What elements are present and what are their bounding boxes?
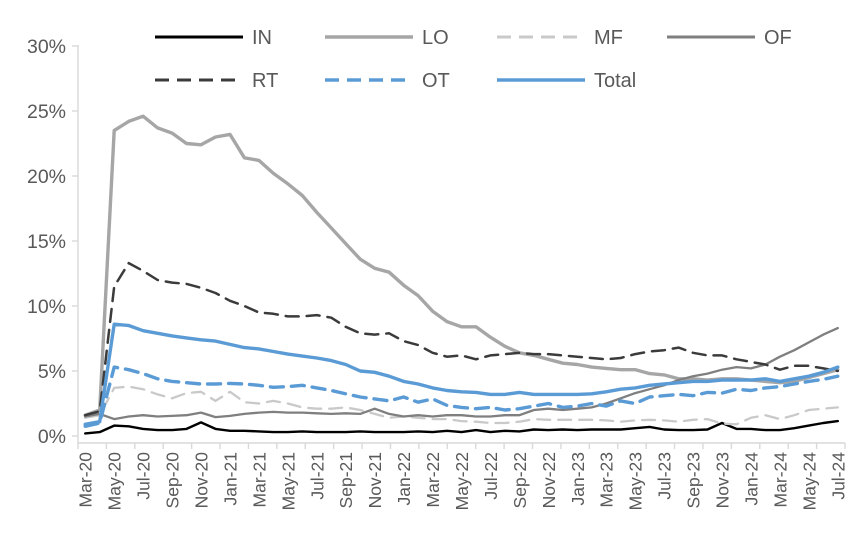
x-tick-label: Jan-21: [220, 452, 240, 506]
x-tick-label: Sep-22: [510, 452, 530, 508]
y-tick-label: 10%: [27, 296, 66, 318]
legend-label: IN: [252, 27, 272, 49]
x-tick-label: Jul-21: [307, 452, 327, 500]
x-tick-label: May-21: [278, 452, 298, 510]
x-tick-label: Nov-22: [539, 452, 559, 508]
legend-label: RT: [252, 70, 278, 92]
x-tick-label: Nov-20: [192, 452, 212, 509]
x-axis-labels: Mar-20 May-20 Jul-20 Sep-20 Nov-20 Jan-21 Mar-…: [76, 452, 849, 511]
legend-label: LO: [422, 27, 449, 49]
x-tick-label: Mar-23: [597, 452, 617, 507]
x-tick-label: Jan-22: [394, 452, 414, 506]
legend-item-total: Total: [497, 70, 636, 92]
x-tick-label: Jan-24: [741, 452, 761, 506]
x-tick-label: Mar-22: [423, 452, 443, 507]
x-tick-label: Nov-23: [712, 452, 732, 508]
series-line-rt: [83, 261, 840, 417]
legend-label: OF: [764, 27, 792, 49]
y-axis-ticks: 0% 5% 10% 15% 20% 25% 30%: [27, 36, 78, 448]
x-tick-label: Nov-21: [365, 452, 385, 508]
y-tick-label: 15%: [27, 231, 66, 253]
x-tick-label: May-23: [626, 452, 646, 510]
y-tick-label: 0%: [38, 426, 66, 448]
x-tick-label: Jul-20: [134, 452, 154, 500]
x-tick-label: May-20: [105, 452, 125, 511]
legend-item-rt: RT: [155, 70, 278, 92]
x-tick-label: Sep-20: [163, 452, 183, 509]
x-tick-label: Mar-21: [249, 452, 269, 507]
series-line-in: [83, 419, 839, 435]
legend-label: OT: [422, 70, 450, 92]
x-tick-label: Jul-23: [655, 452, 675, 500]
series-line-of: [84, 326, 839, 421]
legend-item-in: IN: [155, 27, 272, 49]
legend-label: MF: [594, 27, 623, 49]
legend: IN LO MF OF RT OT Total: [155, 27, 792, 92]
x-tick-label: Jan-23: [568, 452, 588, 506]
legend-item-of: OF: [667, 27, 792, 49]
y-tick-label: 5%: [38, 361, 66, 383]
x-tick-label: May-24: [799, 452, 819, 511]
y-tick-label: 30%: [27, 36, 66, 58]
x-tick-label: Mar-24: [770, 452, 790, 508]
x-tick-label: Mar-20: [76, 452, 96, 508]
series-line-lo: [83, 114, 840, 417]
y-tick-label: 25%: [27, 101, 66, 123]
legend-item-ot: OT: [325, 70, 450, 92]
x-tick-label: May-22: [452, 452, 472, 510]
series-line-mf: [84, 385, 839, 426]
x-tick-label: Jul-24: [828, 452, 848, 500]
x-tick-label: Sep-23: [684, 452, 704, 508]
legend-item-mf: MF: [497, 27, 623, 49]
series-line-total: [83, 322, 840, 426]
x-tick-label: Jul-22: [481, 452, 501, 500]
y-tick-label: 20%: [27, 166, 66, 188]
x-axis-ticks: [77, 443, 846, 449]
legend-item-lo: LO: [325, 27, 449, 49]
x-tick-label: Sep-21: [336, 452, 356, 508]
legend-label: Total: [594, 70, 636, 92]
series-line-ot: [83, 365, 840, 428]
series-lines: [83, 114, 840, 435]
